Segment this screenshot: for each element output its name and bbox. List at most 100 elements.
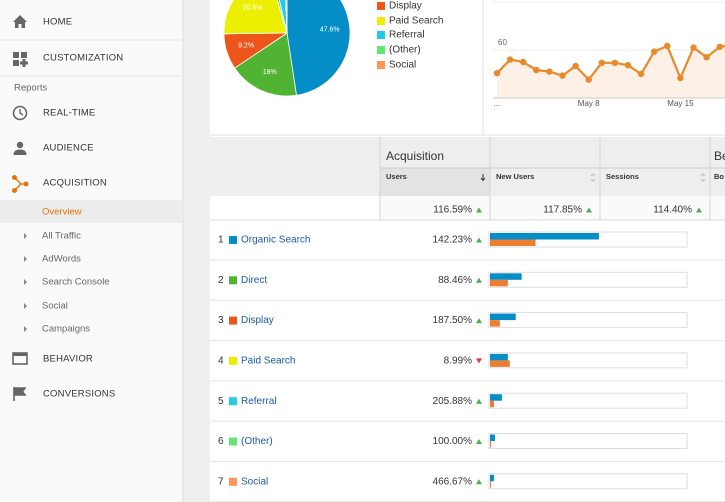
channel-swatch [229, 356, 237, 365]
nav-item[interactable]: REAL-TIME [43, 108, 95, 119]
channel-swatch [229, 397, 237, 406]
change-value: 466.67% [433, 476, 473, 487]
pie-slice [286, 0, 351, 96]
expand-arrow [24, 326, 27, 332]
bar-cell [488, 312, 688, 329]
channel-swatch [229, 437, 237, 446]
sidebar [0, 0, 183, 502]
new-users-bar [490, 279, 508, 287]
channel-name[interactable]: Direct [241, 275, 267, 286]
line-point [624, 61, 632, 69]
x-tick-label: ... [494, 99, 501, 108]
channel-name[interactable]: Display [241, 315, 274, 326]
column-header[interactable]: New Users [496, 172, 534, 181]
channel-name[interactable]: (Other) [241, 436, 273, 447]
trend-arrow [476, 318, 482, 324]
trend-arrow [476, 358, 482, 364]
channel-name[interactable]: Paid Search [241, 356, 295, 367]
home-icon [13, 15, 27, 28]
new-users-bar [490, 360, 510, 367]
change-value: 187.50% [433, 315, 473, 326]
line-point [716, 43, 723, 50]
group-header: Acquisition [386, 149, 444, 163]
bar-cell [488, 271, 688, 288]
users-bar [490, 313, 516, 321]
line-point [637, 70, 645, 78]
channel-name[interactable]: Referral [241, 396, 277, 407]
behavior-icon [12, 352, 28, 365]
pie-slice [223, 0, 288, 35]
legend-swatch [377, 31, 385, 39]
channel-name[interactable]: Social [241, 476, 268, 487]
x-tick-label: May 15 [667, 99, 694, 108]
column-header: Bo [714, 172, 724, 181]
slice-label: 47.6% [320, 27, 340, 34]
nav-subitem[interactable]: Overview [42, 207, 82, 218]
trend-arrow [476, 277, 482, 283]
new-users-bar [490, 239, 536, 246]
line-point [533, 66, 540, 74]
total-value: 114.40% [653, 205, 692, 216]
legend-label: (Other) [389, 45, 421, 56]
x-tick-label: May 8 [578, 99, 600, 108]
change-value: 88.46% [438, 275, 472, 286]
line-point [559, 72, 566, 79]
nav-subitem[interactable]: All Traffic [42, 231, 81, 242]
sort-arrow [480, 174, 486, 182]
gutter [183, 0, 210, 502]
nav-subitem[interactable]: Campaigns [42, 324, 90, 335]
legend-label: Referral [389, 30, 425, 41]
line-point [690, 44, 697, 51]
column-header[interactable]: Sessions [606, 172, 639, 181]
pie-slice [285, 0, 288, 34]
pie-slice [234, 32, 297, 97]
trend-arrow [476, 398, 482, 404]
change-value: 100.00% [433, 436, 473, 447]
line-point [493, 70, 501, 77]
bar-cell [488, 473, 688, 490]
line-point [677, 74, 684, 82]
totals-row [380, 196, 725, 220]
nav-item[interactable]: BEHAVIOR [43, 354, 93, 365]
users-bar [490, 394, 502, 401]
nav-item[interactable]: HOME [43, 17, 72, 28]
nav-item[interactable]: ACQUISITION [43, 178, 107, 189]
sort-arrow [590, 173, 596, 182]
channel-name[interactable]: Organic Search [241, 235, 310, 246]
line-point [506, 56, 514, 63]
channel-swatch [229, 316, 237, 325]
new-users-bar [490, 320, 500, 327]
line-point [651, 48, 658, 55]
customization-icon [13, 52, 28, 67]
row-rank: 5 [218, 396, 224, 407]
users-bar [490, 353, 508, 361]
realtime-icon [12, 105, 28, 121]
slice-label: 18% [263, 69, 277, 76]
column-header[interactable]: Users [386, 172, 407, 181]
trend-arrow [476, 479, 482, 485]
users-bar [490, 434, 495, 441]
legend-swatch [377, 2, 385, 10]
row-rank: 2 [218, 275, 224, 286]
pie-slice [278, 0, 288, 34]
total-value: 117.85% [543, 205, 582, 216]
nav-item[interactable]: CUSTOMIZATION [43, 53, 123, 64]
nav-subitem[interactable]: AdWords [42, 254, 81, 265]
row-rank: 1 [218, 235, 224, 246]
acquisition-icon [11, 174, 29, 193]
nav-item[interactable]: AUDIENCE [43, 143, 94, 154]
nav-subitem[interactable]: Search Console [42, 277, 110, 288]
audience-icon [13, 141, 27, 155]
expand-arrow [24, 279, 27, 285]
slice-label: 9.2% [238, 43, 254, 50]
users-bar [490, 474, 494, 482]
legend-label: Paid Search [389, 16, 443, 27]
nav-item[interactable]: CONVERSIONS [43, 389, 115, 400]
slice-label: 20.6% [243, 4, 263, 11]
new-users-bar [490, 400, 494, 408]
conversions-icon [13, 387, 27, 401]
users-bar [490, 233, 599, 240]
line-point [572, 62, 579, 70]
nav-subitem[interactable]: Social [42, 301, 68, 312]
bar-cell [488, 392, 688, 409]
